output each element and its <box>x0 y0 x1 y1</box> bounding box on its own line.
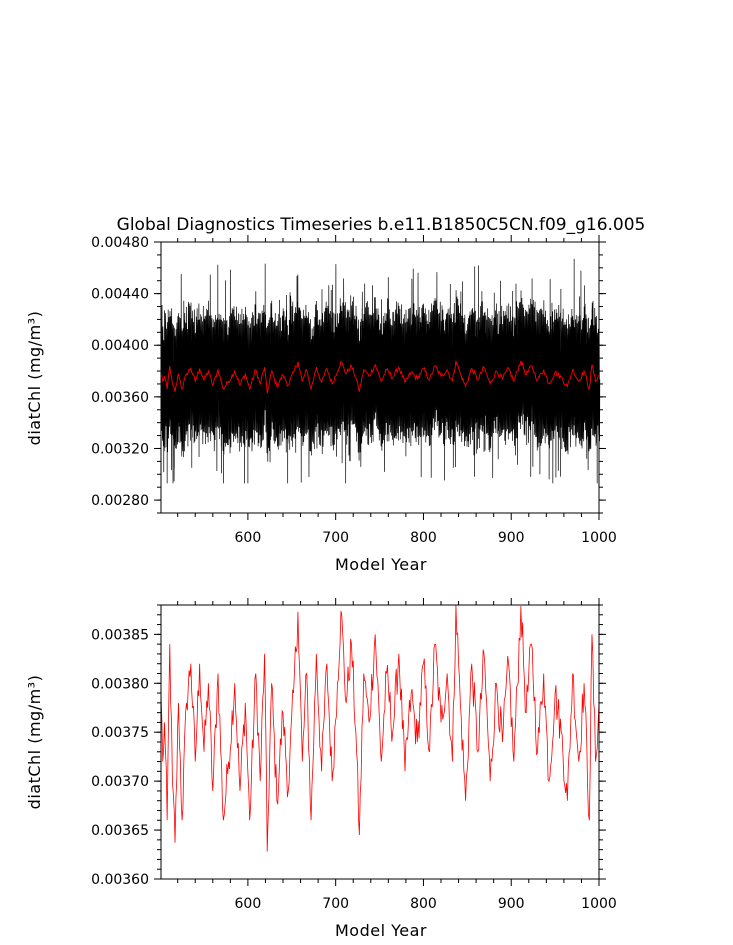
bottom-x-tick-label: 900 <box>498 896 525 912</box>
top-y-tick-label: 0.00280 <box>91 493 149 509</box>
bottom-x-tick-label: 1000 <box>581 896 617 912</box>
top-x-tick-label: 900 <box>498 530 525 546</box>
top-x-axis-label: Model Year <box>335 555 427 574</box>
top-plot-area <box>160 258 601 484</box>
bottom-y-tick-label: 0.00370 <box>91 774 149 790</box>
top-y-tick-label: 0.00480 <box>91 235 149 251</box>
bottom-x-tick-label: 600 <box>235 896 262 912</box>
top-series-annual-line <box>160 360 600 394</box>
bottom-x-axis-label: Model Year <box>335 921 427 940</box>
bottom-x-tick-label: 700 <box>322 896 349 912</box>
top-frame <box>160 241 600 514</box>
bottom-panel: 600 700 800 900 1000 0.00360 0.00365 0.00370 0.0… <box>25 598 617 940</box>
bottom-y-tick-label: 0.00385 <box>91 627 149 643</box>
bottom-y-tick-label: 0.00360 <box>91 872 149 888</box>
top-y-tick-label: 0.00320 <box>91 441 149 457</box>
bottom-y-axis-label: diatChl (mg/m³) <box>25 675 44 810</box>
bottom-series-annual-line <box>160 604 600 852</box>
bottom-plot-area <box>160 604 600 852</box>
chart-title: Global Diagnostics Timeseries b.e11.B185… <box>117 215 646 235</box>
bottom-y-tick-label: 0.00380 <box>91 676 149 692</box>
top-panel: 600 700 800 900 1000 0.00280 0.00320 0.00360 0.0… <box>25 235 617 574</box>
top-x-tick-label: 1000 <box>581 530 617 546</box>
top-y-axis-label: diatChl (mg/m³) <box>25 311 44 446</box>
top-series-monthly-line <box>160 258 601 484</box>
top-y-tick-label: 0.00360 <box>91 390 149 406</box>
top-y-tick-label: 0.00440 <box>91 287 149 303</box>
bottom-axis-ticks: 600 700 800 900 1000 0.00360 0.00365 0.00370 0.0… <box>91 598 617 912</box>
bottom-y-tick-label: 0.00375 <box>91 725 149 741</box>
top-x-tick-label: 800 <box>410 530 437 546</box>
top-axis-ticks: 600 700 800 900 1000 0.00280 0.00320 0.00360 0.0… <box>91 235 617 546</box>
bottom-x-tick-label: 800 <box>410 896 437 912</box>
bottom-y-tick-label: 0.00365 <box>91 823 149 839</box>
top-y-tick-label: 0.00400 <box>91 338 149 354</box>
top-x-tick-label: 700 <box>322 530 349 546</box>
top-x-tick-label: 600 <box>235 530 262 546</box>
